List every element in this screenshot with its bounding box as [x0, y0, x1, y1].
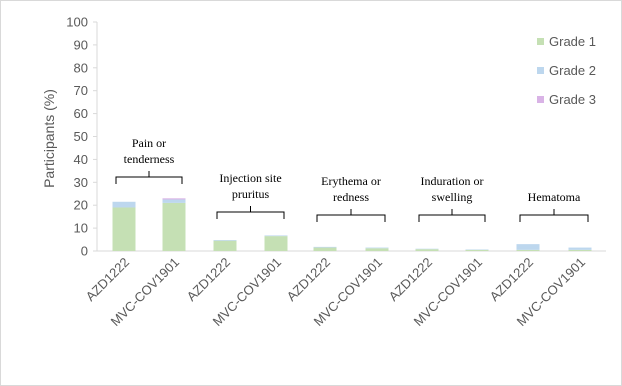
legend-label: Grade 3 — [549, 92, 596, 107]
bar-segment-grade-1 — [213, 240, 237, 251]
bar-segment-grade-2 — [213, 240, 237, 241]
group-label: Erythema or — [321, 174, 381, 188]
y-tick-label: 80 — [74, 60, 88, 75]
y-tick-label: 60 — [74, 106, 88, 121]
group-bracket — [519, 209, 589, 222]
bar-segment-grade-1 — [415, 249, 439, 251]
bar-segment-grade-1 — [162, 202, 186, 251]
bar-segment-grade-2 — [313, 246, 337, 248]
legend-swatch — [537, 96, 544, 103]
y-tick-label: 50 — [74, 129, 88, 144]
y-tick-label: 40 — [74, 152, 88, 167]
y-tick-label: 100 — [66, 15, 88, 30]
bar-segment-grade-1 — [465, 249, 489, 251]
y-tick-label: 10 — [74, 221, 88, 236]
group-bracket — [316, 209, 386, 222]
bar-segment-grade-1 — [568, 249, 592, 251]
bar-segment-grade-3 — [162, 198, 186, 200]
bar-segment-grade-2 — [568, 247, 592, 250]
group-bracket — [418, 209, 486, 222]
group-label: tenderness — [124, 152, 175, 166]
legend-swatch — [537, 67, 544, 74]
x-category-label: AZD1222 — [487, 255, 536, 304]
group-label: Hematoma — [528, 190, 581, 204]
x-category-label: AZD1222 — [386, 255, 435, 304]
x-category-label: AZD1222 — [184, 255, 233, 304]
bar-segment-grade-2 — [162, 199, 186, 203]
y-tick-label: 90 — [74, 37, 88, 52]
y-axis-title: Participants (%) — [41, 89, 57, 188]
x-category-label: AZD1222 — [83, 255, 132, 304]
bar-segment-grade-1 — [313, 247, 337, 251]
group-label: Pain or — [132, 136, 166, 150]
group-label: Injection site — [219, 171, 281, 185]
group-label: redness — [333, 190, 369, 204]
y-tick-label: 70 — [74, 83, 88, 98]
legend-swatch — [537, 38, 544, 45]
y-tick-label: 0 — [81, 244, 88, 259]
bar-segment-grade-2 — [112, 201, 136, 208]
group-label: swelling — [432, 190, 473, 204]
legend-label: Grade 1 — [549, 34, 596, 49]
group-label: pruritus — [232, 187, 270, 201]
bar-segment-grade-1 — [264, 236, 288, 251]
legend-label: Grade 2 — [549, 63, 596, 78]
bar-segment-grade-2 — [516, 244, 540, 250]
x-category-label: AZD1222 — [284, 255, 333, 304]
bar-segment-grade-2 — [264, 235, 288, 237]
y-tick-label: 20 — [74, 198, 88, 213]
bar-segment-grade-2 — [365, 247, 389, 249]
group-bracket — [115, 171, 183, 184]
bar-segment-grade-1 — [112, 207, 136, 251]
bar-segment-grade-1 — [365, 248, 389, 251]
bar-segment-grade-1 — [516, 249, 540, 251]
group-bracket — [216, 206, 285, 219]
group-label: Induration or — [421, 174, 484, 188]
y-tick-label: 30 — [74, 175, 88, 190]
